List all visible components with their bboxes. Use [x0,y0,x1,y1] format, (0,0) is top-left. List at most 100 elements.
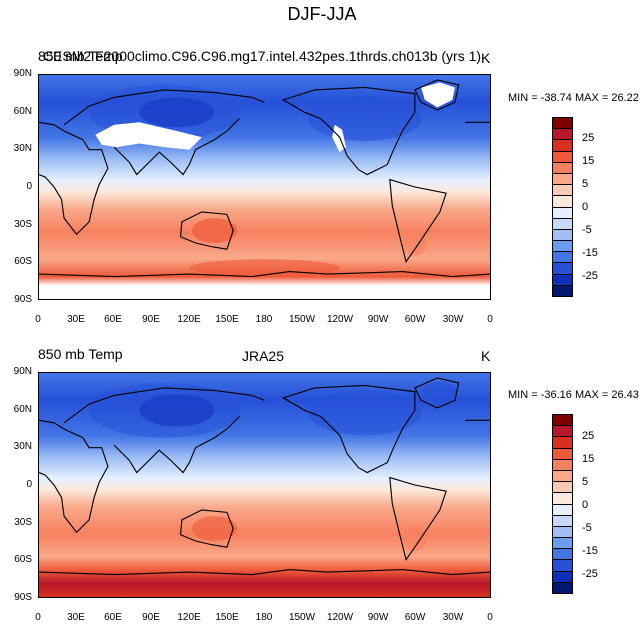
panel2-colorbar-label: -25 [582,568,598,580]
panel2-colorbar-label: 5 [582,476,589,488]
colorbar-swatch [553,252,572,264]
colorbar-swatch [553,560,572,572]
panel1-units: K [481,50,491,66]
panel2-namerica-cold [308,390,422,436]
panel1-lat-tick: 60N [13,106,32,117]
panel2-map-svg [39,373,490,597]
panel2-colorbar-label: -5 [582,522,592,534]
panel1-lat-tick: 0 [26,181,32,192]
colorbar-swatch [553,526,572,539]
colorbar-swatch [553,571,572,583]
colorbar-swatch [553,285,572,296]
panel2-lat-tick: 0 [26,479,32,490]
colorbar-swatch [553,241,572,253]
colorbar-swatch [553,493,572,505]
panel1-min: MIN = -38.74 [508,92,572,104]
colorbar-swatch [553,207,572,219]
panel2-lat-tick: 30N [13,441,32,452]
panel1-colorbar-label: 5 [582,178,589,190]
panel1-colorbar-label: -25 [582,270,598,282]
panel2-lon-tick: 150W [288,612,316,623]
panel1-lon-tick: 30E [67,314,85,325]
panel1-lon-tick: 0 [35,314,41,325]
colorbar-swatch [553,263,572,275]
colorbar-swatch [553,274,572,286]
panel2-colorbar-label: -15 [582,545,598,557]
panel1-lon-tick: 150E [215,314,239,325]
panel2-lat-tick: 90S [14,592,32,603]
panel1-map-svg [39,75,490,299]
colorbar-swatch [553,538,572,550]
panel2-minmax: MIN = -36.16 MAX = 26.43 [508,389,639,401]
panel1-map [38,74,491,300]
panel1-missing-tibet [95,122,202,150]
panel1-lat-tick: 30N [13,143,32,154]
panel2-map [38,372,491,598]
panel2-case-label: JRA25 [241,348,285,364]
colorbar-swatch [553,218,572,230]
panel2-lat-tick: 60N [13,404,32,415]
panel1-lon-tick: 90W [367,314,389,325]
panel2-lat-tick: 30S [14,517,32,528]
colorbar-swatch [553,482,572,494]
panel1-case-label: CESM2 F2000climo.C96.C96.mg17.intel.432p… [42,48,482,64]
panel2-lon-tick: 180 [255,612,273,623]
panel1-lon-tick: 180 [255,314,273,325]
panel1-missing-greenland [421,82,455,108]
panel1-lat-tick: 90N [13,68,32,79]
panel2-australia-warm [191,516,237,541]
panel2-lon-tick: 30W [442,612,464,623]
colorbar-swatch [553,140,572,152]
panel2-lat-tick: 90N [13,366,32,377]
panel2-lon-tick: 30E [67,612,85,623]
colorbar-swatch [553,504,572,516]
colorbar-swatch [553,459,572,471]
panel2-colorbar-label: 25 [582,430,595,442]
panel2-lon-tick: 150E [215,612,239,623]
colorbar-swatch [553,426,572,438]
panel1-lon-tick: 120W [326,314,354,325]
panel2-coastlines [39,377,490,576]
panel1-lon-tick: 0 [487,314,493,325]
panel2-units: K [481,348,491,364]
panel2-colorbar-label: 0 [582,499,589,511]
colorbar-swatch [553,162,572,174]
panel2-lon-tick: 90E [142,612,160,623]
panel2-lon-tick: 120W [326,612,354,623]
panel2-colorbar-label: 15 [582,453,595,465]
panel1-colorbar-label: -15 [582,247,598,259]
panel1-lon-tick: 120E [177,314,201,325]
panel1-lon-tick: 150W [288,314,316,325]
colorbar-swatch [553,515,572,527]
panel2-colorbar [552,414,573,594]
colorbar-swatch [553,129,572,141]
panel2-lon-tick: 120E [177,612,201,623]
panel1-lat-tick: 30S [14,219,32,230]
colorbar-swatch [553,549,572,561]
panel2-lon-tick: 60E [104,612,122,623]
panel1-lon-tick: 90E [142,314,160,325]
colorbar-swatch [553,437,572,449]
colorbar-swatch [553,151,572,163]
panel1-colorbar-label: -5 [582,224,592,236]
figure-title: DJF-JJA [287,4,357,24]
colorbar-swatch [553,415,572,427]
colorbar-swatch [553,118,572,130]
colorbar-swatch [553,185,572,197]
colorbar-swatch [553,173,572,186]
colorbar-swatch [553,470,572,483]
panel2-min: MIN = -36.16 [508,389,572,401]
panel1-colorbar-label: 15 [582,155,595,167]
colorbar-swatch [553,448,572,460]
panel1-namerica-cold [308,96,422,141]
panel1-colorbar-label: 0 [582,201,589,213]
colorbar-swatch [553,196,572,208]
colorbar-swatch [553,582,572,593]
panel1-lat-tick: 90S [14,294,32,305]
panel1-lon-tick: 30W [442,314,464,325]
panel1-coastlines [39,79,490,278]
colorbar-swatch [553,229,572,242]
panel1-lat-tick: 60S [14,256,32,267]
panel2-lat-tick: 60S [14,554,32,565]
panel2-lon-tick: 0 [487,612,493,623]
